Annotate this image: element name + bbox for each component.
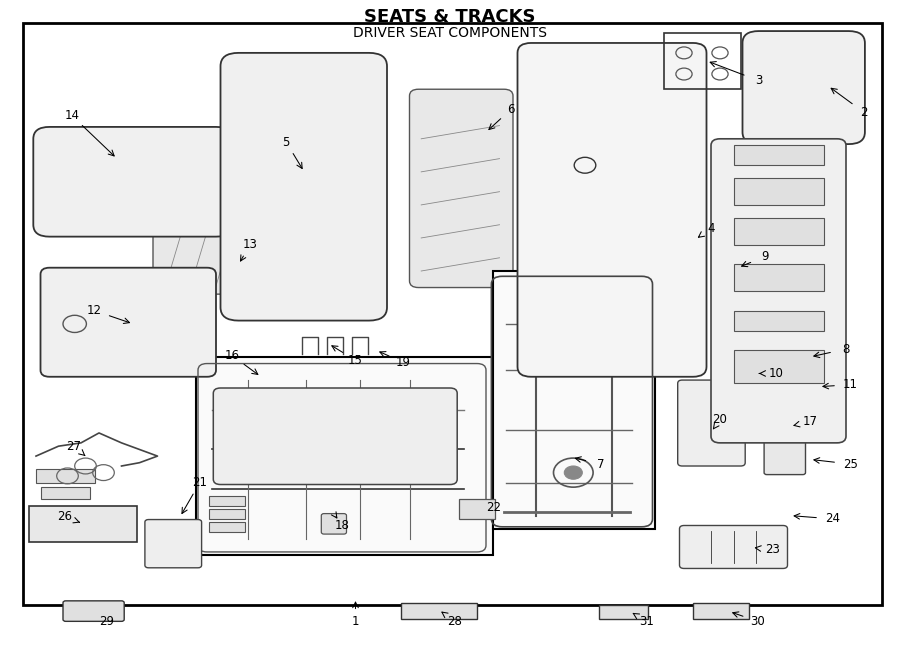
FancyBboxPatch shape — [40, 268, 216, 377]
Bar — [29, 506, 137, 542]
Text: 27: 27 — [67, 440, 81, 453]
Bar — [40, 487, 90, 499]
FancyBboxPatch shape — [145, 520, 202, 568]
Text: 5: 5 — [283, 136, 290, 149]
Text: 1: 1 — [352, 615, 359, 628]
Text: 16: 16 — [225, 349, 239, 362]
FancyBboxPatch shape — [63, 601, 124, 621]
Text: 13: 13 — [243, 238, 257, 251]
Bar — [209, 522, 245, 532]
Bar — [36, 469, 94, 483]
FancyBboxPatch shape — [678, 380, 745, 466]
Text: 17: 17 — [803, 415, 817, 428]
FancyBboxPatch shape — [742, 31, 865, 144]
Text: 11: 11 — [843, 378, 858, 391]
Bar — [734, 218, 824, 245]
FancyBboxPatch shape — [153, 228, 324, 294]
FancyBboxPatch shape — [213, 388, 457, 485]
Bar — [734, 264, 824, 291]
Text: DRIVER SEAT COMPONENTS: DRIVER SEAT COMPONENTS — [353, 26, 547, 40]
Text: 18: 18 — [335, 519, 349, 532]
Text: 28: 28 — [447, 615, 462, 628]
Text: 22: 22 — [486, 501, 500, 514]
FancyBboxPatch shape — [33, 127, 232, 237]
Text: 26: 26 — [58, 510, 72, 524]
Text: 19: 19 — [396, 356, 410, 369]
Text: 21: 21 — [193, 476, 207, 489]
Text: 31: 31 — [639, 615, 653, 628]
Text: 20: 20 — [713, 413, 727, 426]
Bar — [209, 509, 245, 519]
Text: 7: 7 — [598, 457, 605, 471]
Bar — [598, 605, 648, 619]
Bar — [734, 178, 824, 205]
Text: SEATS & TRACKS: SEATS & TRACKS — [364, 7, 536, 26]
Text: 15: 15 — [348, 354, 363, 367]
FancyBboxPatch shape — [770, 215, 828, 433]
Bar — [734, 145, 824, 165]
FancyBboxPatch shape — [321, 514, 347, 534]
Text: 14: 14 — [65, 109, 79, 122]
Text: 9: 9 — [761, 250, 769, 263]
Text: 25: 25 — [843, 457, 858, 471]
Text: 29: 29 — [99, 615, 113, 628]
FancyBboxPatch shape — [410, 89, 513, 288]
Circle shape — [564, 466, 582, 479]
Bar — [693, 603, 749, 619]
Text: 12: 12 — [87, 304, 102, 317]
FancyBboxPatch shape — [764, 391, 806, 475]
Bar — [196, 357, 493, 555]
Text: 30: 30 — [751, 615, 765, 628]
Text: 6: 6 — [508, 102, 515, 116]
Bar — [734, 350, 824, 383]
Text: 10: 10 — [769, 367, 783, 380]
Text: 2: 2 — [860, 106, 868, 119]
Bar — [209, 496, 245, 506]
Bar — [664, 33, 741, 89]
Bar — [459, 499, 495, 519]
FancyBboxPatch shape — [711, 139, 846, 443]
Text: 24: 24 — [825, 512, 840, 525]
Text: 4: 4 — [707, 221, 715, 235]
Text: 3: 3 — [755, 74, 762, 87]
Bar — [493, 271, 655, 529]
Bar — [734, 311, 824, 330]
Bar — [400, 603, 477, 619]
FancyBboxPatch shape — [220, 53, 387, 321]
Bar — [22, 23, 882, 605]
Text: 23: 23 — [765, 543, 779, 557]
FancyBboxPatch shape — [680, 525, 788, 568]
FancyBboxPatch shape — [518, 43, 706, 377]
Text: 8: 8 — [842, 342, 850, 356]
